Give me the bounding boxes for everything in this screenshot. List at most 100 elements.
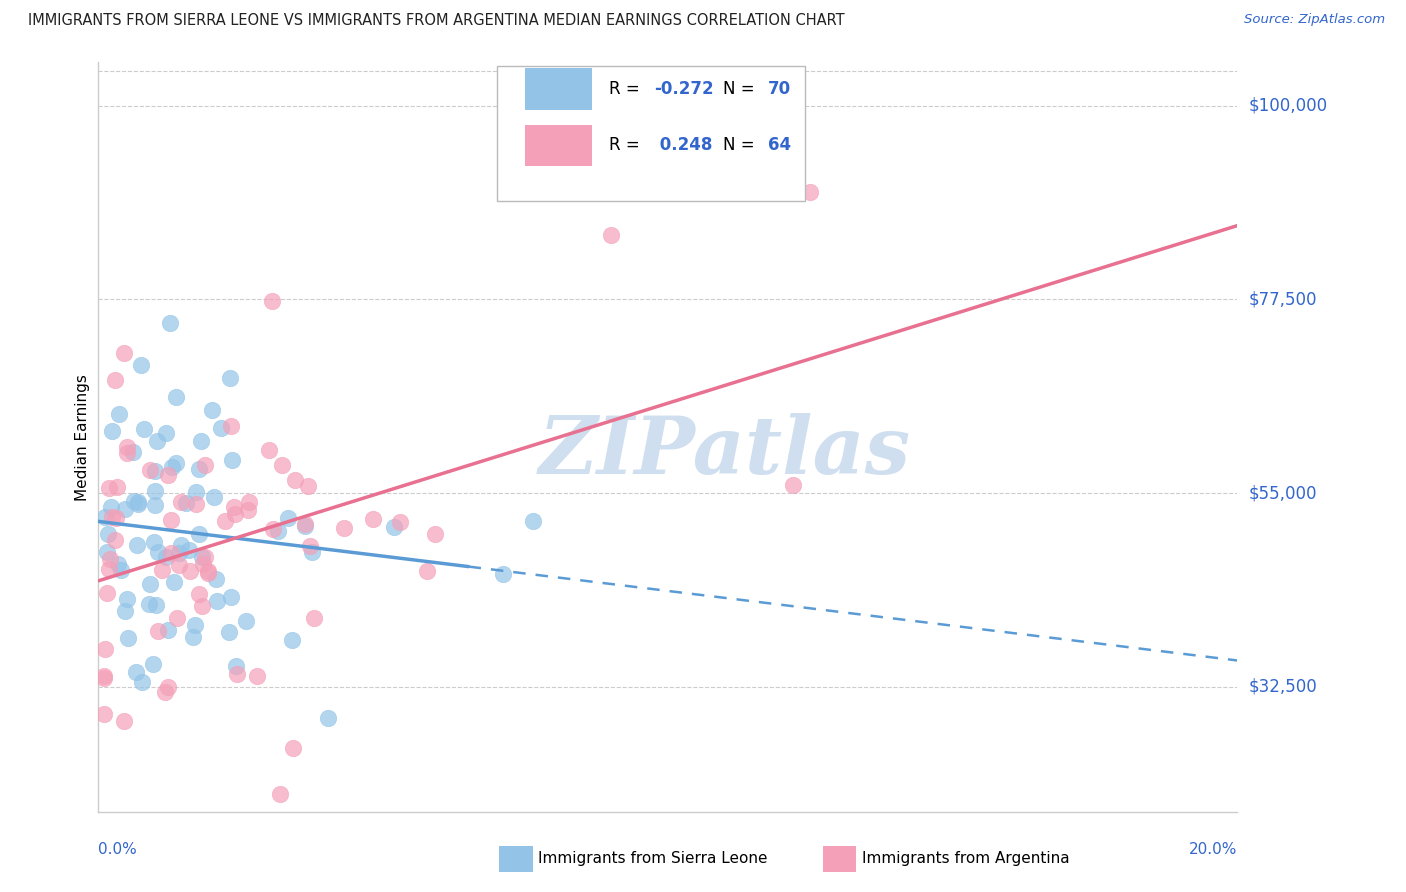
Point <box>125 538 148 552</box>
Text: N =: N = <box>723 136 759 154</box>
Text: IMMIGRANTS FROM SIERRA LEONE VS IMMIGRANTS FROM ARGENTINA MEDIAN EARNINGS CORREL: IMMIGRANTS FROM SIERRA LEONE VS IMMIGRAN… <box>28 13 845 29</box>
Text: Immigrants from Sierra Leone: Immigrants from Sierra Leone <box>538 851 768 865</box>
Point <box>382 520 405 534</box>
Point <box>100 500 122 514</box>
Point <box>187 462 209 476</box>
Point <box>219 419 242 434</box>
FancyBboxPatch shape <box>498 66 804 201</box>
Point <box>174 496 197 510</box>
Point <box>93 510 115 524</box>
Point <box>246 669 269 683</box>
Point <box>122 445 145 459</box>
Point <box>165 457 187 471</box>
Point <box>782 478 804 492</box>
Point <box>225 667 247 681</box>
Point <box>197 566 219 581</box>
Point <box>143 498 166 512</box>
Point <box>187 526 209 541</box>
Point <box>179 564 201 578</box>
Point <box>169 538 191 552</box>
Point <box>269 788 291 802</box>
Point <box>259 443 281 458</box>
Point <box>138 597 160 611</box>
Point <box>112 346 135 360</box>
Point <box>236 503 259 517</box>
Point <box>114 502 136 516</box>
Point <box>190 549 212 564</box>
Point <box>271 458 294 473</box>
Text: 64: 64 <box>768 136 792 154</box>
Point <box>187 587 209 601</box>
Point <box>238 495 260 509</box>
Point <box>142 534 165 549</box>
Point <box>184 618 207 632</box>
Point <box>167 545 190 559</box>
Point <box>416 564 439 578</box>
Text: $77,500: $77,500 <box>1249 290 1317 309</box>
Point <box>160 546 183 560</box>
Point <box>304 610 326 624</box>
Point <box>167 558 190 572</box>
Point <box>93 671 115 685</box>
Text: N =: N = <box>723 80 759 98</box>
Point <box>124 665 146 680</box>
Point <box>284 473 307 487</box>
Point <box>297 478 319 492</box>
Point <box>105 480 128 494</box>
Point <box>117 440 139 454</box>
Text: $32,500: $32,500 <box>1249 678 1317 696</box>
Point <box>262 293 284 308</box>
Point <box>298 539 321 553</box>
Point <box>222 500 245 514</box>
Point <box>96 545 118 559</box>
Point <box>114 604 136 618</box>
Point <box>162 575 184 590</box>
Point <box>190 434 212 448</box>
Point <box>204 572 226 586</box>
Point <box>97 562 120 576</box>
Point <box>600 227 623 242</box>
Point <box>134 422 156 436</box>
Point <box>205 594 228 608</box>
Point <box>262 522 284 536</box>
Point <box>107 558 129 572</box>
Point <box>281 633 304 648</box>
Point <box>333 521 356 535</box>
Point <box>150 563 173 577</box>
Point <box>235 615 257 629</box>
Point <box>202 490 225 504</box>
Point <box>316 711 339 725</box>
Point <box>166 611 188 625</box>
Point <box>101 510 124 524</box>
Point <box>186 497 208 511</box>
Point <box>153 685 176 699</box>
Point <box>155 426 177 441</box>
Text: $55,000: $55,000 <box>1249 484 1317 502</box>
Point <box>209 420 232 434</box>
Point <box>423 526 446 541</box>
Text: R =: R = <box>609 80 644 98</box>
Point <box>146 545 169 559</box>
Point <box>115 446 138 460</box>
Point <box>267 524 290 538</box>
Point <box>122 494 145 508</box>
Point <box>117 631 139 645</box>
Point <box>145 434 167 448</box>
Point <box>799 185 821 199</box>
Point <box>165 390 187 404</box>
Text: ZIPatlas: ZIPatlas <box>538 413 911 491</box>
Point <box>108 407 131 421</box>
Point <box>225 658 247 673</box>
Point <box>281 741 304 756</box>
Point <box>127 496 149 510</box>
Point <box>142 657 165 672</box>
Point <box>131 674 153 689</box>
Point <box>184 485 207 500</box>
Point <box>93 706 115 721</box>
Point <box>145 598 167 612</box>
Text: 0.248: 0.248 <box>654 136 713 154</box>
Point <box>214 514 236 528</box>
Point <box>93 669 115 683</box>
Text: Immigrants from Argentina: Immigrants from Argentina <box>862 851 1070 865</box>
Point <box>146 624 169 639</box>
